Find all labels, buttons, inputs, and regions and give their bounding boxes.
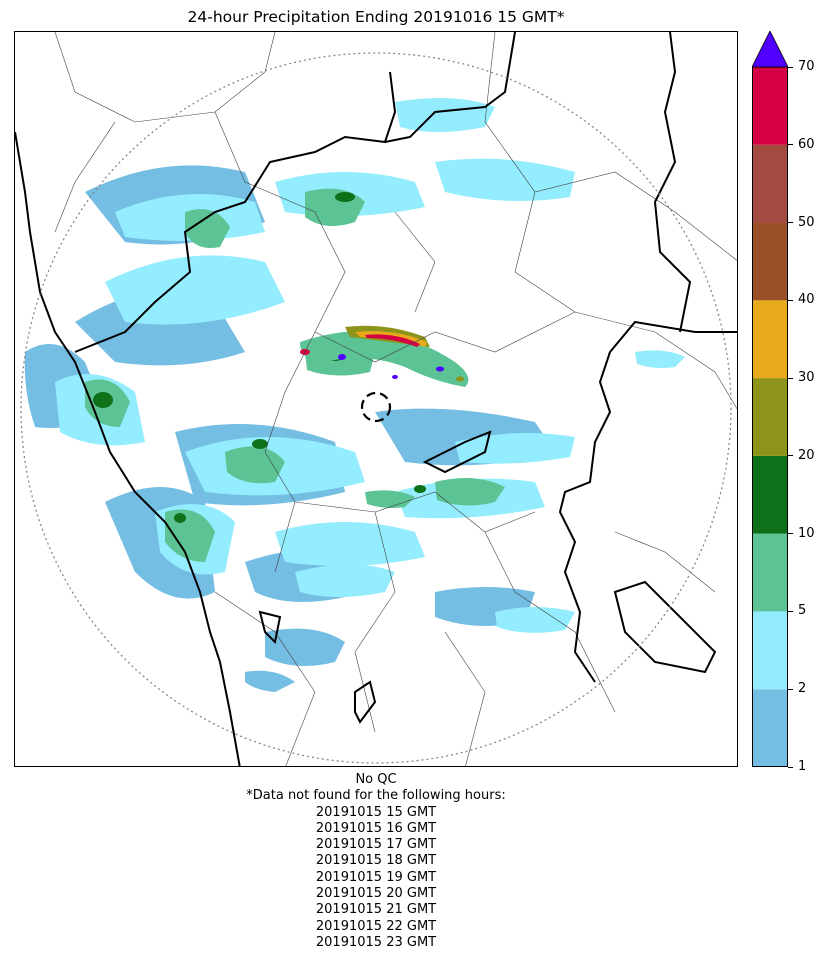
missing-hour: 20191015 23 GMT [315,934,437,950]
radar-range-ring [20,52,732,764]
map-footer: No QC *Data not found for the following … [14,772,738,951]
colorbar-tick-label: 60 [798,136,815,152]
missing-hour: 20191015 16 GMT [315,820,437,836]
colorbar-tick-mark [788,688,793,690]
colorbar-tick-label: 40 [798,292,815,308]
colorbar-bin [752,378,788,456]
colorbar [752,31,788,767]
colorbar-tick-label: 20 [798,447,815,463]
colorbar-tick-mark [788,533,793,535]
colorbar-tick-mark [788,144,793,146]
precip-darkgreen [93,192,426,523]
colorbar-bin [752,611,788,690]
colorbar-over-triangle [752,31,788,68]
colorbar-bin [752,533,788,612]
map-canvas [15,32,737,766]
missing-hour: 20191015 18 GMT [315,853,437,869]
precip-intense-band [300,325,469,387]
district-boundaries [54,32,737,766]
colorbar-frame [752,66,788,767]
colorbar-tick-label: 10 [798,525,815,541]
colorbar-bin [752,689,788,767]
precipitation-map [14,31,738,767]
missing-hour: 20191015 17 GMT [315,837,437,853]
colorbar-bin [752,67,788,145]
colorbar-tick-label: 70 [798,59,815,74]
state-boundaries [15,32,737,766]
colorbar-tick-label: 1 [798,759,807,774]
missing-hour: 20191015 20 GMT [315,886,437,902]
colorbar-tick-mark [788,299,793,301]
radar-site-marker [360,391,392,423]
colorbar-tick-mark [788,455,793,457]
missing-data-note: *Data not found for the following hours: [246,788,506,804]
colorbar-tick-mark [788,766,793,768]
precip-cyan [55,98,685,633]
colorbar-tick-label: 50 [798,214,815,230]
colorbar-tick-mark [788,610,793,612]
colorbar-tick-mark [788,222,793,224]
missing-hour: 20191015 21 GMT [315,902,437,918]
colorbar-tick-label: 2 [798,681,807,697]
colorbar-bin [752,222,788,301]
map-title: 24-hour Precipitation Ending 20191016 15… [187,8,565,26]
colorbar-bin [752,144,788,223]
qc-label: No QC [355,772,397,787]
colorbar-tick-label: 30 [798,370,815,386]
missing-hour: 20191015 22 GMT [315,918,437,934]
missing-hour: 20191015 15 GMT [315,804,437,820]
colorbar-tick-mark [788,66,793,68]
colorbar-tick-mark [788,377,793,379]
colorbar-bin [752,455,788,534]
missing-hour: 20191015 19 GMT [315,869,437,885]
colorbar-tick-label: 5 [798,603,807,619]
colorbar-bin [752,300,788,379]
